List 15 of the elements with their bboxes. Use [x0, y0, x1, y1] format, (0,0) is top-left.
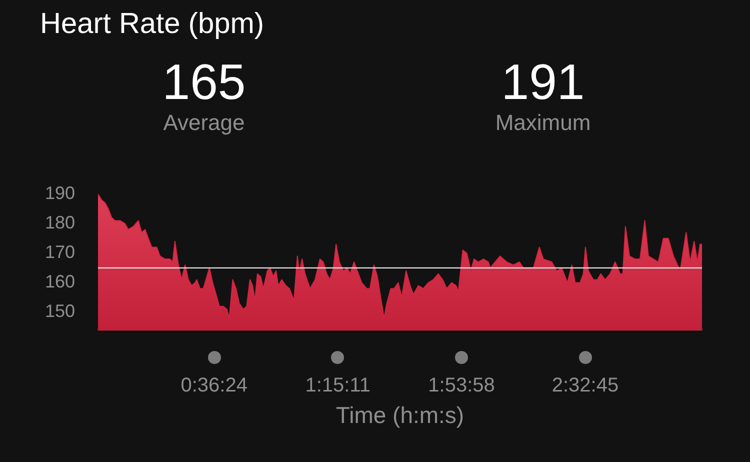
- y-tick-label: 160: [44, 272, 75, 292]
- x-axis-title: Time (h:m:s): [334, 402, 466, 428]
- x-tick-label: 1:53:58: [428, 374, 495, 397]
- y-tick-label: 180: [44, 212, 75, 233]
- text: Maximum: [494, 110, 592, 135]
- y-tick-label: 150: [44, 301, 75, 322]
- x-tick-label: 0:36:24: [180, 374, 248, 397]
- chart-title: Heart Rate (bpm): [40, 8, 264, 40]
- text: 191: [500, 54, 586, 110]
- text: 165: [161, 54, 247, 110]
- text: Average: [162, 110, 246, 135]
- y-tick-label: 190: [44, 182, 75, 203]
- x-tick-label: 2:32:45: [552, 374, 619, 397]
- y-tick-label: 170: [44, 242, 75, 262]
- x-tick-label: 1:15:11: [305, 374, 370, 397]
